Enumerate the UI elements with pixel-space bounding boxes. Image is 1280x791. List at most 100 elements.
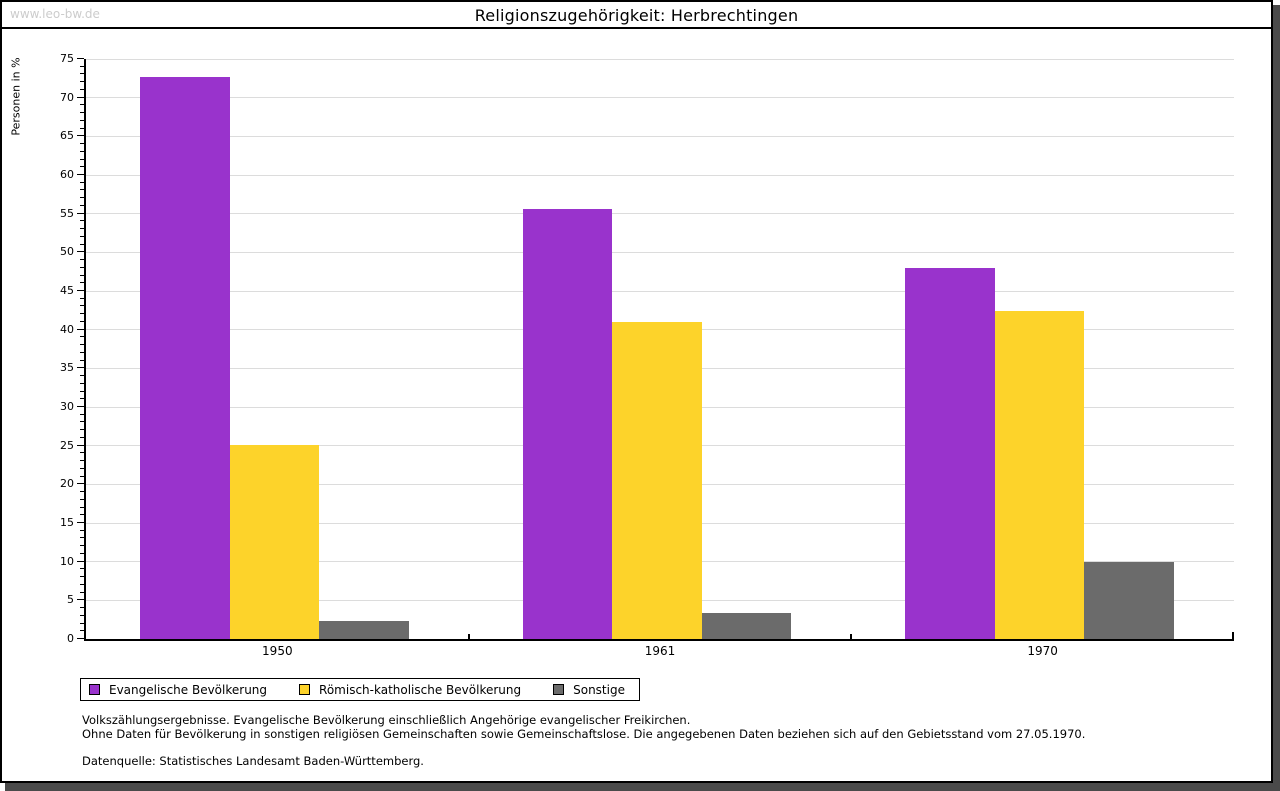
y-major-tick [77,328,84,330]
y-minor-tick [80,274,84,276]
legend-item-0: Evangelische Bevölkerung [89,683,267,697]
bar-1950-evangelisch [140,76,230,639]
y-minor-tick [80,243,84,245]
gridline-50 [86,251,1234,253]
gridline-70 [86,97,1234,99]
y-minor-tick [80,506,84,508]
y-major-tick [77,560,84,562]
legend-swatch-icon [89,684,100,695]
gridline-65 [86,135,1234,137]
y-tick-label-65: 65 [60,129,74,143]
y-minor-tick [80,351,84,353]
gridline-60 [86,174,1234,176]
y-minor-tick [80,498,84,500]
footnote-line-1: Volkszählungsergebnisse. Evangelische Be… [82,713,691,727]
legend-item-2: Sonstige [553,683,625,697]
y-minor-tick [80,143,84,145]
y-tick-label-5: 5 [67,593,74,607]
y-minor-tick [80,591,84,593]
y-minor-tick [80,359,84,361]
y-minor-tick [80,204,84,206]
y-minor-tick [80,127,84,129]
y-tick-label-30: 30 [60,400,74,413]
y-minor-tick [80,81,84,83]
y-minor-tick [80,150,84,152]
x-axis-end-tick [1232,632,1234,639]
watermark: www.leo-bw.de [10,7,100,21]
y-major-tick [77,96,84,98]
bar-1961-evangelisch [522,209,613,639]
y-minor-tick [80,622,84,624]
bar-1961-sonstige [701,613,792,639]
footnote-source: Datenquelle: Statistisches Landesamt Bad… [82,754,424,768]
y-minor-tick [80,320,84,322]
y-minor-tick [80,583,84,585]
y-minor-tick [80,460,84,462]
legend: Evangelische Bevölkerung Römisch-katholis… [80,678,640,701]
y-minor-tick [80,421,84,423]
y-tick-label-40: 40 [60,322,74,336]
y-minor-tick [80,491,84,493]
y-minor-tick [80,336,84,338]
bar-1970-sonstige [1084,562,1174,639]
x-category-label-1970: 1970 [1027,644,1058,658]
y-minor-tick [80,181,84,183]
y-tick-label-20: 20 [60,477,74,491]
y-minor-tick [80,104,84,106]
y-major-tick [77,638,84,639]
y-major-tick [77,483,84,485]
legend-label: Evangelische Bevölkerung [109,682,268,697]
y-major-tick [77,522,84,523]
legend-swatch-icon [553,684,565,695]
y-minor-tick [80,436,84,438]
page-shadow-right [1273,5,1280,791]
footnotes: Volkszählungsergebnisse. Evangelische Be… [82,713,1085,768]
y-tick-label-0: 0 [67,632,74,645]
y-minor-tick [80,65,84,67]
y-minor-tick [80,112,84,114]
y-minor-tick [80,305,84,307]
gridline-55 [86,213,1234,215]
y-tick-label-10: 10 [60,554,74,568]
y-minor-tick [80,452,84,454]
y-major-tick [77,174,84,175]
y-axis-title: Personen in % [9,57,23,136]
x-boundary-tick [850,634,853,639]
y-minor-tick [80,228,84,230]
y-minor-tick [80,429,84,431]
plot-area: 0 5 10 15 20 25 30 35 40 45 50 55 60 65 70 75 1950 1961 19… [60,52,1234,658]
y-tick-label-45: 45 [60,284,74,297]
y-minor-tick [80,576,84,578]
bar-1970-evangelisch [905,267,995,639]
bar-1970-katholisch [994,311,1085,639]
x-boundary-tick [467,634,470,639]
y-major-tick [77,251,84,253]
y-tick-label-70: 70 [60,90,74,104]
y-minor-tick [80,467,84,469]
y-minor-tick [80,614,84,616]
y-tick-label-50: 50 [60,245,74,259]
y-minor-tick [80,344,84,346]
y-major-tick [77,367,84,369]
y-tick-label-75: 75 [60,52,74,65]
y-tick-label-25: 25 [60,438,74,452]
y-minor-tick [80,545,84,547]
y-minor-tick [80,382,84,384]
y-major-tick [77,135,84,137]
y-major-tick [77,444,84,446]
y-minor-tick [80,475,84,477]
y-minor-tick [80,119,84,121]
y-tick-label-15: 15 [60,516,74,529]
y-major-tick [77,599,84,601]
gridline-75 [86,58,1234,60]
header-divider [2,27,1271,29]
y-minor-tick [80,88,84,90]
footnote-line-2: Ohne Daten für Bevölkerung in sonstigen … [82,727,1086,741]
y-minor-tick [80,529,84,531]
y-minor-tick [80,568,84,570]
y-minor-tick [80,220,84,222]
bar-1961-katholisch [612,321,702,639]
y-minor-tick [80,390,84,392]
